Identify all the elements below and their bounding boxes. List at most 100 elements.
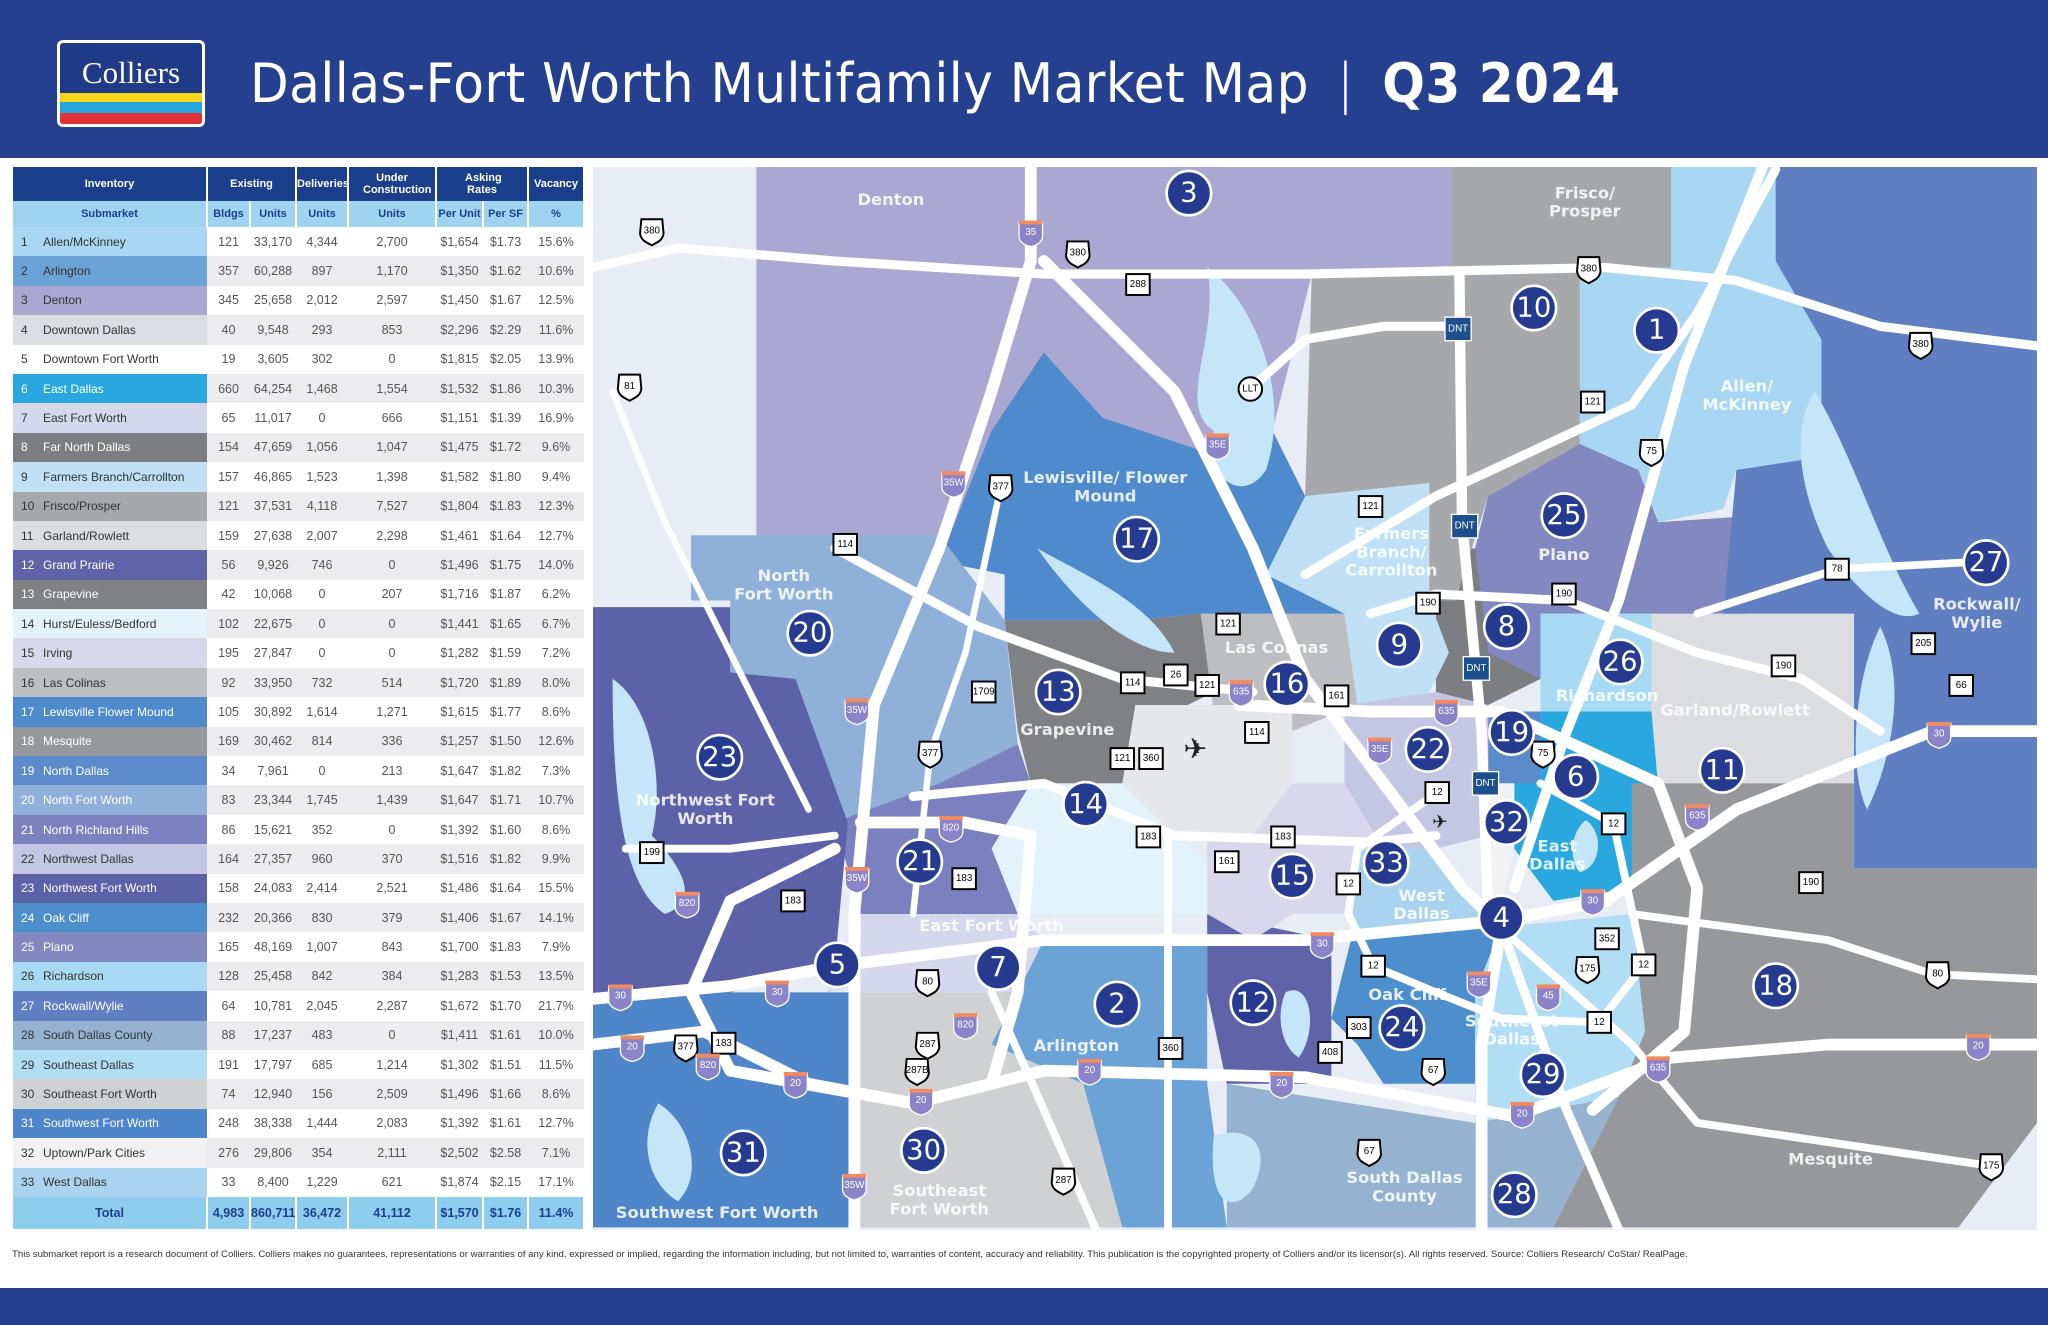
submarket-marker-6[interactable]: 6 — [1552, 753, 1600, 801]
shield-label: 35E — [1371, 744, 1389, 755]
header-vacancy: Vacancy — [528, 167, 586, 201]
subheader-5: Per Unit — [436, 201, 485, 227]
total-per-sf: $1.76 — [483, 1196, 530, 1229]
region-hurst-euless-bedford[interactable] — [991, 783, 1208, 914]
under-construction-cell: 1,398 — [376, 469, 408, 484]
region-northwest-dallas[interactable] — [1344, 691, 1489, 849]
per-sf-cell: $1.82 — [489, 763, 522, 778]
shield-label: 30 — [1934, 728, 1945, 739]
submarket-marker-18[interactable]: 18 — [1752, 962, 1800, 1010]
deliveries-cell: 293 — [296, 315, 349, 345]
submarket-marker-23[interactable]: 23 — [696, 733, 744, 781]
submarket-marker-22[interactable]: 22 — [1404, 725, 1452, 773]
deliveries-cell: 156 — [296, 1079, 349, 1109]
area-label: Farmers Branch/Carrollton — [1345, 524, 1437, 580]
submarket-cell: 17 Lewisville Flower Mound — [13, 697, 207, 727]
submarket-marker-13[interactable]: 13 — [1034, 668, 1082, 716]
submarket-marker-27[interactable]: 27 — [1962, 539, 2010, 587]
under-construction-cell: 0 — [388, 822, 396, 837]
submarket-marker-15[interactable]: 15 — [1268, 852, 1316, 900]
airplane-icon: ✈ — [1432, 811, 1447, 832]
submarket-number: 31 — [21, 1116, 35, 1131]
area-label-line: Fort Worth — [734, 584, 833, 603]
shield-label: 190 — [1556, 589, 1573, 600]
region-mesquite[interactable] — [1553, 783, 2037, 1228]
submarket-marker-19[interactable]: 19 — [1488, 708, 1536, 756]
units-cell: 10,068 — [253, 587, 293, 602]
submarket-cell: 7 East Fort Worth — [13, 403, 207, 433]
submarket-marker-17[interactable]: 17 — [1113, 515, 1161, 563]
shield-label: 183 — [785, 895, 802, 906]
submarket-marker-24[interactable]: 24 — [1378, 1004, 1426, 1052]
submarket-marker-16[interactable]: 16 — [1263, 660, 1311, 708]
region-denton[interactable] — [756, 167, 1452, 549]
submarket-marker-11[interactable]: 11 — [1698, 746, 1746, 794]
submarket-marker-29[interactable]: 29 — [1519, 1051, 1567, 1099]
region-allen-mckinney[interactable] — [1579, 167, 1822, 523]
shield-label: 35W — [944, 478, 965, 489]
submarket-marker-12[interactable]: 12 — [1229, 979, 1277, 1027]
submarket-marker-30[interactable]: 30 — [900, 1126, 948, 1174]
submarket-marker-21[interactable]: 21 — [896, 838, 944, 886]
deliveries-cell: 732 — [296, 667, 349, 698]
units-cell: 23,344 — [250, 785, 297, 815]
table-row: 33 West Dallas 33 8,400 1,229 621 $1,874 $2.15 1… — [13, 1167, 584, 1197]
state-shield-161: 161 — [1214, 850, 1240, 874]
submarket-marker-7[interactable]: 7 — [974, 944, 1022, 992]
submarket-number: 15 — [21, 646, 35, 661]
road-i-30 — [593, 725, 2037, 1005]
table-row: 1 Allen/McKinney 121 33,170 4,344 2,700 $1,654… — [13, 227, 584, 257]
area-label-line: Carrollton — [1345, 561, 1437, 580]
units-cell: 29,806 — [250, 1138, 297, 1168]
submarket-marker-9[interactable]: 9 — [1375, 621, 1423, 669]
state-shield-12: 12 — [1586, 1010, 1612, 1034]
submarket-name: Grand Prairie — [43, 557, 115, 572]
submarket-number: 21 — [21, 822, 35, 837]
shield-label: 20 — [1084, 1065, 1095, 1076]
submarket-marker-5[interactable]: 5 — [813, 941, 861, 989]
under-construction-cell: 0 — [348, 609, 437, 639]
submarket-marker-1[interactable]: 1 — [1633, 306, 1681, 354]
submarket-number: 25 — [21, 940, 35, 955]
under-construction-cell: 843 — [381, 940, 403, 955]
airplane-icon: ✈ — [1183, 733, 1207, 765]
area-label-line: Lewisville/ Flower — [1023, 468, 1187, 487]
submarket-marker-8[interactable]: 8 — [1482, 603, 1530, 651]
submarket-marker-26[interactable]: 26 — [1596, 638, 1644, 686]
bldgs-cell: 40 — [207, 315, 250, 345]
region-lewisville-flower-mound[interactable] — [939, 352, 1345, 621]
submarket-marker-2[interactable]: 2 — [1093, 980, 1141, 1028]
submarket-marker-33[interactable]: 33 — [1362, 839, 1410, 887]
area-label-line: Southeast — [1465, 1011, 1559, 1030]
per-sf-cell: $1.71 — [483, 785, 529, 815]
submarket-cell: 6 East Dallas — [13, 373, 207, 404]
submarket-marker-32[interactable]: 32 — [1482, 799, 1530, 847]
state-shield-408: 408 — [1317, 1040, 1343, 1064]
bldgs-cell: 357 — [207, 256, 250, 286]
marker-number: 12 — [1235, 987, 1270, 1018]
shield-label: 190 — [1803, 877, 1820, 888]
submarket-marker-3[interactable]: 3 — [1165, 169, 1213, 217]
table-row: 30 Southeast Fort Worth 74 12,940 156 2,509 $1… — [13, 1079, 585, 1109]
table-row: 26 Richardson 128 25,458 842 384 $1,283 $1.53 13… — [13, 961, 585, 992]
vacancy-cell: 8.6% — [528, 1079, 585, 1109]
vacancy-cell: 7.9% — [541, 940, 571, 955]
shield-label: 377 — [922, 748, 938, 759]
vacancy-cell: 9.9% — [528, 844, 585, 874]
deliveries-cell: 1,468 — [296, 373, 349, 404]
submarket-marker-10[interactable]: 10 — [1510, 284, 1558, 332]
submarket-marker-28[interactable]: 28 — [1490, 1171, 1538, 1219]
submarket-marker-20[interactable]: 20 — [786, 609, 834, 657]
interstate-shield-20: 20 — [1509, 1102, 1535, 1129]
shield-label: 35E — [1209, 440, 1227, 451]
vacancy-cell: 10.7% — [528, 785, 585, 815]
submarket-marker-4[interactable]: 4 — [1477, 894, 1525, 942]
per-sf-cell: $1.72 — [483, 432, 529, 463]
submarket-marker-14[interactable]: 14 — [1062, 780, 1110, 828]
shield-label: 1709 — [973, 686, 995, 697]
region-southwest-fort-worth[interactable] — [593, 992, 855, 1228]
submarket-marker-31[interactable]: 31 — [719, 1129, 767, 1177]
units-cell: 20,366 — [250, 902, 297, 933]
submarket-marker-25[interactable]: 25 — [1540, 492, 1588, 540]
